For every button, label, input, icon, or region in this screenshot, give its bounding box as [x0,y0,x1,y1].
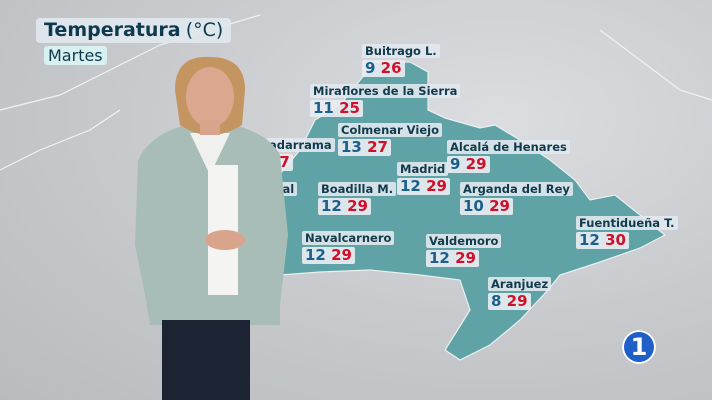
city-name: Buitrago L. [362,44,440,58]
city-valdemoro: Valdemoro 12 29 [426,230,502,267]
min-temp: 12 [321,197,342,215]
min-temp: 13 [341,138,362,156]
min-temp: 8 [491,292,502,310]
min-temp: 9 [365,59,376,77]
max-temp: 30 [605,231,626,249]
max-temp: 29 [347,197,368,215]
max-temp: 26 [380,59,402,77]
city-name: Aranjuez [488,277,552,291]
city-name: Fuentidueña T. [576,216,678,230]
unit: (°C) [185,19,224,41]
min-temp: 12 [400,177,421,195]
city-name: Madrid [397,162,449,176]
city-miraflores: Miraflores de la Sierra 11 25 [310,80,461,117]
city-navalcarnero: Navalcarnero 12 29 [302,227,395,264]
tve-la1-logo: 1 [622,330,656,364]
day-label: Martes [44,46,107,65]
min-temp: 12 [579,231,600,249]
city-alcala: Alcalá de Henares 9 29 [447,136,570,173]
max-temp: 29 [489,197,510,215]
city-aranjuez: Aranjuez 8 29 [488,273,552,310]
city-boadilla: Boadilla M. 12 29 [318,178,397,215]
city-name: adarrama [266,138,335,152]
city-buitrago: Buitrago L. 9 26 [362,40,440,77]
city-madrid: Madrid 12 29 [397,158,450,195]
city-name: Alcalá de Henares [447,140,570,154]
max-temp: 29 [506,292,528,310]
city-arganda: Arganda del Rey 10 29 [460,178,573,215]
max-temp: 29 [455,249,476,267]
max-temp: 25 [339,99,360,117]
min-temp: 12 [429,249,450,267]
city-name: Boadilla M. [318,182,397,196]
city-fuentiduena: Fuentidueña T. 12 30 [576,212,678,249]
title: Temperatura [44,19,181,41]
city-name: Miraflores de la Sierra [310,84,461,98]
max-temp: 29 [331,246,352,264]
presenter [135,56,288,400]
min-temp: 9 [450,155,461,173]
city-colmenar: Colmenar Viejo 13 27 [338,119,442,156]
min-temp: 11 [313,99,334,117]
city-name: Arganda del Rey [460,182,573,196]
max-temp: 27 [367,138,388,156]
min-temp: 10 [463,197,484,215]
max-temp: 29 [426,177,447,195]
min-temp: 12 [305,246,326,264]
city-name: Valdemoro [426,234,502,248]
title-box: Temperatura (°C) [36,18,232,43]
max-temp: 29 [465,155,487,173]
city-name: Navalcarnero [302,231,395,245]
city-name: Colmenar Viejo [338,123,442,137]
